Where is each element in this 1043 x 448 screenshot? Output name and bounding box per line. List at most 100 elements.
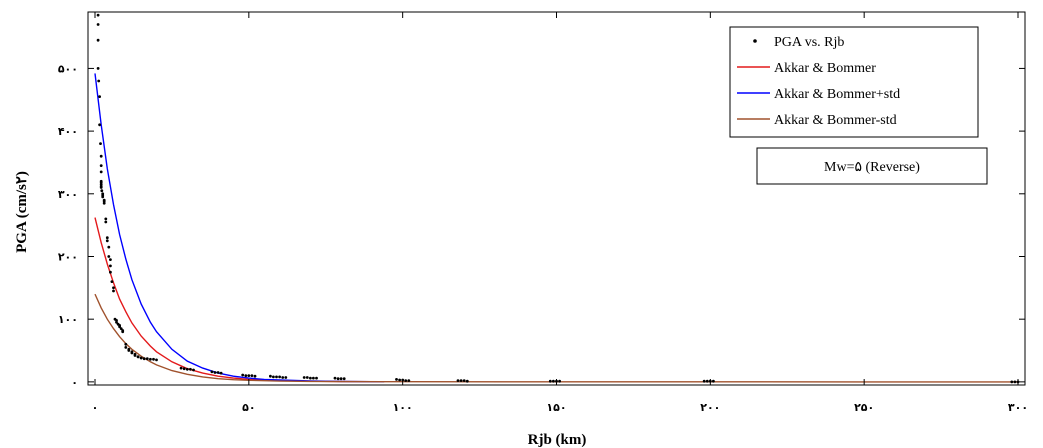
legend: PGA vs. Rjb Akkar & Bommer Akkar & Bomme…	[729, 26, 979, 138]
data-point	[305, 376, 309, 379]
y-tick-label: ۴٠٠	[58, 125, 78, 138]
data-point	[99, 142, 102, 146]
data-point	[312, 376, 315, 380]
data-point	[101, 195, 105, 199]
data-point	[130, 351, 134, 355]
data-point	[124, 342, 128, 346]
data-point	[247, 374, 251, 377]
data-point	[139, 356, 143, 360]
data-point	[558, 379, 561, 383]
data-point	[107, 255, 111, 258]
y-tick-label: ۳٠٠	[58, 188, 78, 201]
data-point	[104, 217, 108, 221]
data-point	[309, 376, 312, 380]
x-tick-label: ۱٠٠	[393, 401, 413, 414]
data-point	[97, 79, 101, 83]
y-axis-title: PGA (cm/s۲)	[14, 171, 30, 253]
data-point	[1013, 380, 1017, 384]
data-point	[109, 270, 112, 274]
data-point	[112, 289, 115, 293]
data-point	[121, 330, 125, 334]
data-point	[342, 377, 346, 381]
x-tick-label: ٠	[92, 401, 99, 414]
data-point	[127, 349, 131, 352]
data-point	[712, 379, 715, 383]
data-point	[102, 201, 106, 205]
data-point	[395, 378, 398, 381]
y-tick-label: ۱٠٠	[58, 313, 78, 326]
data-point	[1010, 380, 1014, 384]
y-tick-label: ۲٠٠	[58, 250, 78, 263]
series-line-2	[94, 73, 385, 383]
data-point	[213, 371, 217, 374]
data-point	[152, 357, 155, 361]
data-point	[109, 258, 112, 261]
data-point	[278, 375, 281, 379]
data-point	[96, 13, 100, 17]
x-tick-label: ۲٠٠	[700, 401, 720, 414]
series-lines	[94, 73, 1018, 383]
legend-label-akkar-bommer: Akkar & Bommer	[774, 61, 876, 76]
data-point	[99, 164, 103, 168]
data-point	[216, 371, 220, 374]
x-tick-label: ۱۵٠	[546, 401, 566, 414]
data-point	[456, 379, 460, 382]
legend-marker-pga-vs-rjb	[753, 39, 757, 43]
data-point	[339, 377, 343, 381]
data-point	[112, 286, 115, 290]
data-point	[333, 376, 337, 380]
annotation-box	[756, 147, 988, 185]
data-point	[241, 373, 245, 377]
data-point	[96, 38, 100, 42]
data-point	[182, 367, 186, 371]
data-point	[336, 377, 340, 381]
data-point	[404, 379, 408, 382]
data-point	[398, 378, 401, 382]
x-tick-label: ۵٠	[242, 401, 255, 414]
data-point	[145, 357, 149, 361]
data-point	[124, 346, 128, 349]
annotation-text: Mw=۵ (Reverse)	[824, 160, 920, 175]
data-point	[272, 375, 275, 379]
legend-label-pga-vs-rjb: PGA vs. Rjb	[774, 35, 844, 50]
series-points	[96, 13, 1020, 384]
data-point	[275, 375, 278, 379]
data-point	[552, 379, 555, 383]
y-tick-label: ٠	[71, 376, 78, 389]
legend-label-akkar-bommer-plus-std: Akkar & Bommer+std	[774, 87, 900, 102]
data-point	[705, 379, 709, 383]
x-tick-label: ۲۵٠	[854, 401, 874, 414]
legend-box	[729, 26, 979, 138]
data-point	[281, 376, 285, 379]
data-point	[99, 154, 103, 158]
data-point	[115, 320, 118, 324]
legend-label-akkar-bommer-minus-std: Akkar & Bommer-std	[774, 113, 897, 128]
data-point	[302, 376, 306, 379]
data-point	[189, 367, 192, 371]
data-point	[136, 355, 140, 359]
data-point	[99, 170, 103, 174]
data-point	[548, 379, 552, 383]
data-point	[98, 95, 101, 98]
data-point	[98, 123, 101, 127]
data-point	[315, 376, 318, 380]
data-point	[284, 376, 288, 379]
data-point	[185, 367, 189, 371]
data-point	[465, 379, 469, 383]
data-point	[149, 357, 152, 361]
data-point	[107, 245, 111, 249]
data-point	[407, 379, 411, 382]
axis-ticks	[88, 12, 1025, 385]
data-point	[459, 379, 463, 382]
data-point	[702, 379, 706, 383]
data-point	[219, 371, 223, 375]
data-point	[96, 23, 100, 26]
data-point	[142, 357, 146, 361]
data-point	[99, 186, 103, 189]
data-point	[110, 280, 114, 283]
data-point	[100, 189, 104, 193]
data-point	[104, 220, 108, 224]
data-point	[96, 67, 100, 70]
data-point	[118, 325, 121, 329]
